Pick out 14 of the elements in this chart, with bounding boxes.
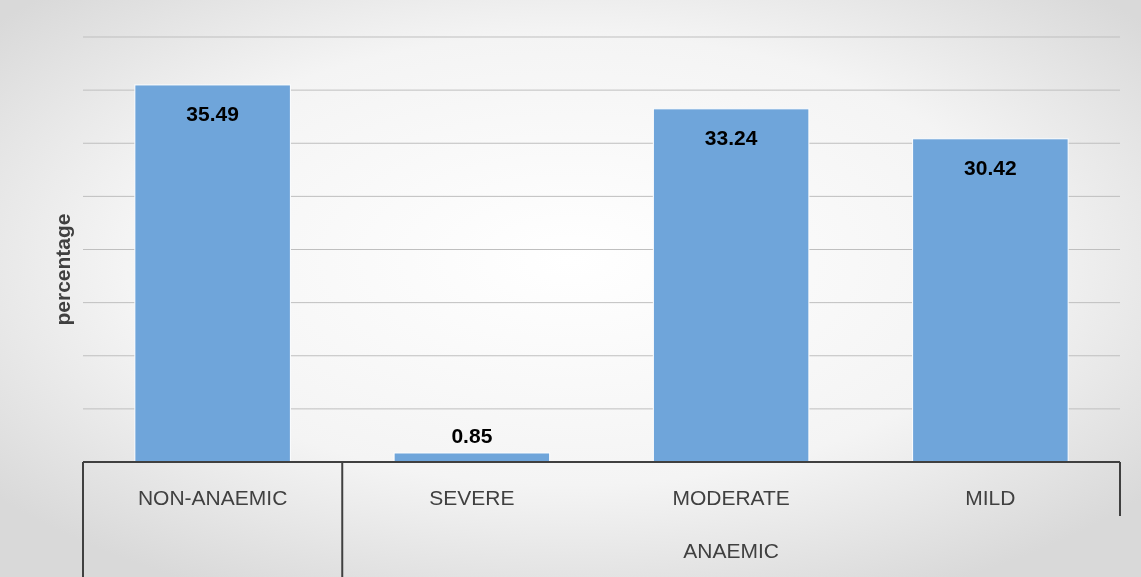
data-label: 0.85: [451, 423, 493, 447]
data-label: 35.49: [186, 101, 239, 125]
bar: [134, 84, 291, 463]
bar: [912, 138, 1069, 463]
y-axis-title: percentage: [51, 213, 74, 326]
x-tick-label: SEVERE: [429, 486, 515, 509]
data-label: 30.42: [964, 155, 1017, 179]
bar: [393, 452, 551, 463]
x-tick-label: MODERATE: [672, 486, 790, 509]
data-label: 33.24: [704, 125, 758, 149]
bar: [652, 108, 810, 463]
text: ANAEMIC: [683, 539, 779, 562]
x-tick-label: NON-ANAEMIC: [137, 486, 288, 509]
x-tick-label: MILD: [965, 486, 1016, 509]
